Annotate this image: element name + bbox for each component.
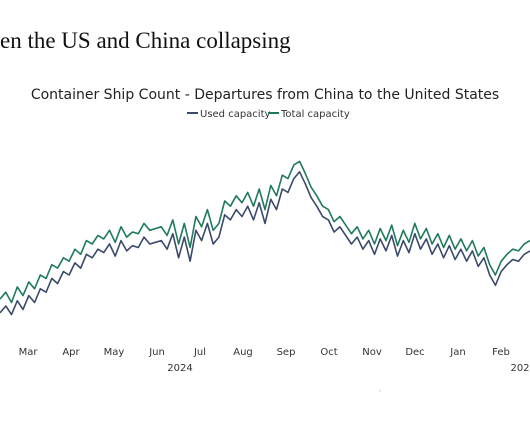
legend: Used capacity Total capacity <box>187 109 350 120</box>
series-line-used-capacity <box>0 171 530 316</box>
x-tick-label-mar: Mar <box>19 347 39 358</box>
x-tick-label-aug: Aug <box>233 347 253 358</box>
x-tick-label-jul: Jul <box>193 347 206 358</box>
x-axis-ticks: Mar Apr May Jun Jul Aug Sep Oct Nov Dec Jan Feb <box>19 347 510 358</box>
headline: en the US and China collapsing <box>0 28 291 53</box>
x-tick-label-apr: Apr <box>62 347 80 358</box>
x-tick-label-feb: Feb <box>492 347 510 358</box>
x-tick-label-jan: Jan <box>449 347 465 358</box>
x-tick-label-dec: Dec <box>405 347 424 358</box>
x-tick-label-nov: Nov <box>362 347 382 358</box>
chart-title: Container Ship Count - Departures from C… <box>30 87 500 103</box>
year-label-2024: 2024 <box>167 363 192 374</box>
x-tick-label-oct: Oct <box>320 347 337 358</box>
legend-label-total-capacity: Total capacity <box>280 109 350 120</box>
x-tick-label-jun: Jun <box>148 347 165 358</box>
legend-label-used-capacity: Used capacity <box>200 109 271 120</box>
x-tick-label-may: May <box>104 347 125 358</box>
series-line-total-capacity <box>0 160 530 304</box>
dot-mark: · <box>379 387 382 396</box>
year-label-2025: 202 <box>510 363 529 374</box>
series-group <box>0 160 530 316</box>
x-tick-label-sep: Sep <box>277 347 296 358</box>
